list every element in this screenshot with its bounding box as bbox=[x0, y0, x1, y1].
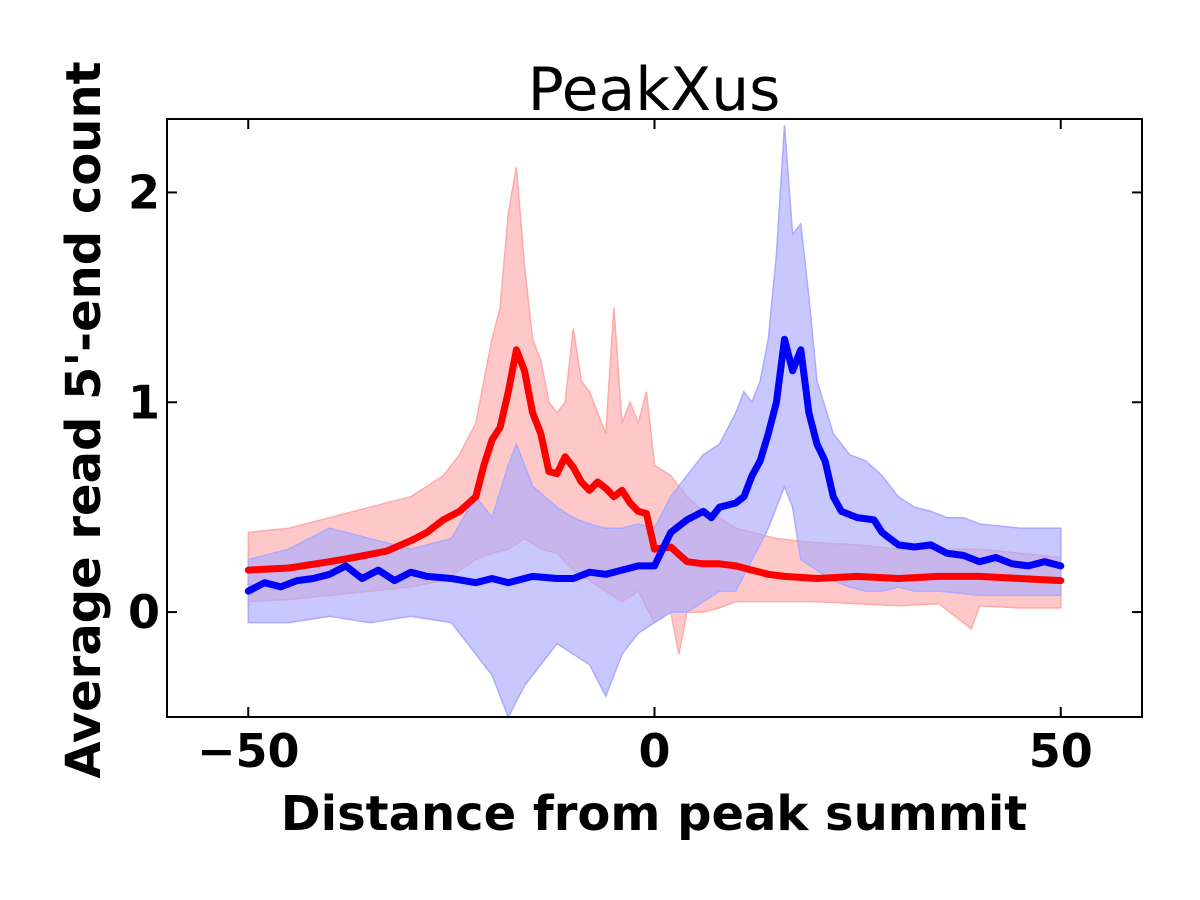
x-tick-label: 0 bbox=[638, 724, 670, 778]
y-axis-label: Average read 5'-end count bbox=[56, 61, 112, 778]
plot-frame bbox=[166, 118, 1143, 718]
y-tick-label: 1 bbox=[128, 375, 160, 429]
x-tick-label: −50 bbox=[197, 724, 300, 778]
y-tick-label: 0 bbox=[128, 585, 160, 639]
confidence-bands bbox=[247, 125, 1062, 719]
line-series-1 bbox=[244, 346, 1065, 585]
chart-title: PeakXus bbox=[528, 55, 781, 125]
x-tick-label: 50 bbox=[1029, 724, 1093, 778]
y-tick-label: 2 bbox=[128, 165, 160, 219]
x-axis-label: Distance from peak summit bbox=[281, 786, 1027, 842]
y-axis-ticks: 0 1 2 bbox=[128, 165, 1142, 639]
x-axis-ticks: −50 0 50 bbox=[197, 119, 1093, 778]
band-series-2 bbox=[247, 125, 1062, 719]
series-lines bbox=[244, 335, 1065, 595]
line-series-2 bbox=[244, 335, 1065, 595]
